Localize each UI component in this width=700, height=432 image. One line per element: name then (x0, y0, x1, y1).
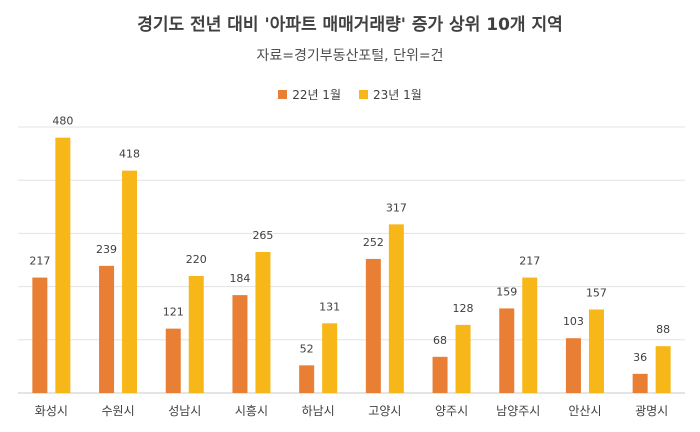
bar (55, 137, 71, 393)
bar (455, 324, 471, 393)
data-label: 418 (119, 148, 140, 161)
bar (388, 224, 404, 393)
data-label: 480 (52, 115, 73, 128)
data-label: 88 (656, 323, 670, 336)
data-label: 52 (300, 342, 314, 355)
legend-label-series-1: 22년 1월 (292, 88, 341, 102)
data-label: 103 (563, 315, 584, 328)
legend-item-series-2: 23년 1월 (359, 86, 422, 103)
bar (499, 308, 515, 393)
data-label: 68 (433, 334, 447, 347)
data-label: 131 (319, 300, 340, 313)
x-tick-label: 남양주시 (496, 404, 540, 418)
x-tick-label: 수원시 (101, 404, 134, 418)
bar (655, 346, 671, 393)
x-tick-label: 화성시 (35, 404, 68, 418)
bar (632, 373, 648, 393)
data-label: 159 (496, 285, 517, 298)
data-label: 239 (96, 243, 117, 256)
bar (232, 295, 248, 393)
bar (588, 309, 604, 393)
legend-swatch-series-2 (359, 90, 368, 99)
data-label: 220 (186, 253, 207, 266)
bar (32, 277, 48, 393)
data-label: 217 (29, 255, 50, 268)
bar (365, 258, 381, 393)
bar (122, 170, 138, 393)
data-label: 184 (229, 272, 250, 285)
data-label: 157 (586, 286, 607, 299)
bar (188, 275, 204, 393)
bar (255, 252, 271, 393)
data-label: 252 (363, 236, 384, 249)
data-label: 121 (163, 306, 184, 319)
x-tick-label: 성남시 (168, 404, 201, 418)
chart-title: 경기도 전년 대비 '아파트 매매거래량' 증가 상위 10개 지역 (137, 15, 563, 35)
x-tick-label: 안산시 (568, 404, 601, 418)
data-label: 128 (453, 302, 474, 315)
data-label: 36 (633, 351, 647, 364)
x-tick-label: 양주시 (435, 404, 468, 418)
bar (165, 328, 181, 393)
bar (322, 323, 338, 393)
legend-swatch-series-1 (278, 90, 288, 99)
chart-legend: 22년 1월 23년 1월 (0, 86, 700, 103)
bar (99, 265, 115, 393)
x-tick-label: 하남시 (302, 404, 335, 418)
x-tick-label: 고양시 (368, 404, 401, 418)
bar (522, 277, 538, 393)
data-label: 317 (386, 201, 407, 214)
legend-label-series-2: 23년 1월 (373, 88, 422, 102)
data-label: 265 (252, 229, 273, 242)
bar (432, 356, 448, 393)
x-tick-label: 광명시 (635, 404, 668, 418)
bar (299, 365, 315, 393)
bar (565, 338, 581, 393)
chart-subtitle: 자료=경기부동산포털, 단위=건 (256, 48, 444, 64)
x-tick-label: 시흥시 (235, 404, 268, 418)
legend-item-series-1: 22년 1월 (278, 86, 341, 103)
data-label: 217 (519, 255, 540, 268)
